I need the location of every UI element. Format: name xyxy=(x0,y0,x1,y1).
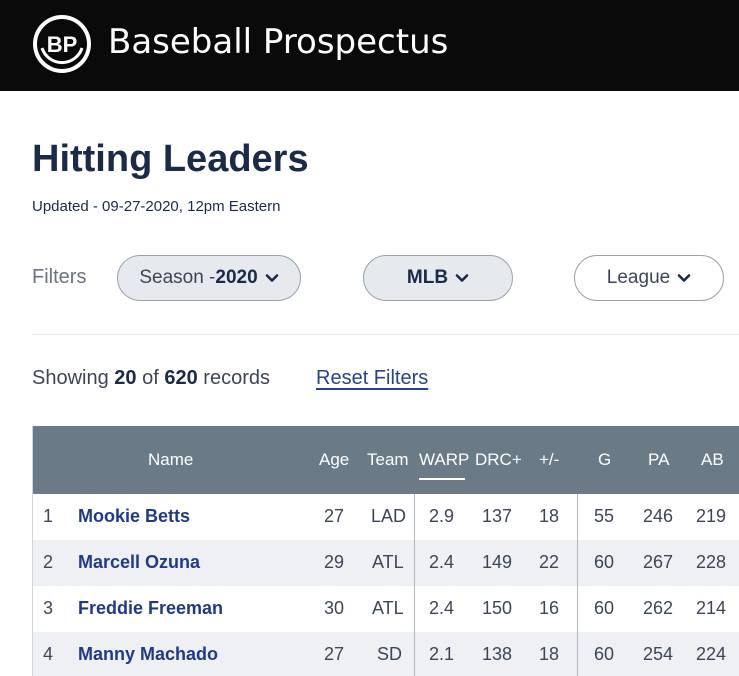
league-filter-label: League xyxy=(606,267,671,288)
games-cell: 55 xyxy=(594,506,615,526)
column-header-plate-appearances[interactable]: PA xyxy=(648,450,670,469)
warp-cell: 2.9 xyxy=(429,506,455,526)
table-row: 2 Marcell Ozuna 29 ATL 2.4 149 22 60 267… xyxy=(33,540,739,586)
column-header-warp[interactable]: WARP xyxy=(419,450,470,469)
column-header-team[interactable]: Team xyxy=(367,450,409,469)
rank-cell: 1 xyxy=(43,506,54,526)
chevron-down-icon xyxy=(265,274,278,282)
section-divider xyxy=(32,334,739,335)
plus-minus-cell: 16 xyxy=(539,598,560,618)
records-word: records xyxy=(203,367,270,389)
league-filter-dropdown[interactable]: League xyxy=(574,255,724,301)
at-bats-cell: 219 xyxy=(696,506,727,526)
team-cell: SD xyxy=(377,644,403,664)
chevron-down-icon xyxy=(455,274,469,282)
games-cell: 60 xyxy=(594,598,615,618)
season-filter-value: 2020 xyxy=(215,267,258,288)
age-cell: 29 xyxy=(324,552,345,572)
top-navigation-bar: BP Baseball Prospectus xyxy=(0,0,739,91)
plus-minus-cell: 18 xyxy=(539,644,560,664)
column-header-drc-plus[interactable]: DRC+ xyxy=(475,450,522,469)
season-filter-prefix: Season - xyxy=(139,267,216,288)
team-cell: ATL xyxy=(372,552,404,572)
at-bats-cell: 224 xyxy=(696,644,727,664)
level-filter-value: MLB xyxy=(406,267,449,288)
age-cell: 27 xyxy=(324,506,345,526)
rank-cell: 4 xyxy=(43,644,54,664)
bp-logo-icon[interactable]: BP xyxy=(32,14,92,74)
chevron-down-icon xyxy=(677,274,691,282)
reset-filters-link[interactable]: Reset Filters xyxy=(316,367,429,389)
level-filter-dropdown[interactable]: MLB xyxy=(363,255,513,301)
at-bats-cell: 228 xyxy=(696,552,727,572)
drc-plus-cell: 138 xyxy=(482,644,513,664)
column-header-plus-minus[interactable]: +/- xyxy=(539,450,560,469)
player-name-link[interactable]: Marcell Ozuna xyxy=(78,552,201,572)
table-header-row: Name Age Team WARP DRC+ +/- G PA AB xyxy=(33,426,739,494)
records-total-count: 620 xyxy=(164,367,198,389)
records-summary: Showing 20 of 620 records xyxy=(32,367,270,390)
sort-indicator xyxy=(419,478,465,480)
updated-timestamp: Updated - 09-27-2020, 12pm Eastern xyxy=(32,198,281,215)
player-name-link[interactable]: Freddie Freeman xyxy=(78,598,224,618)
filters-label: Filters xyxy=(32,266,87,288)
player-name-link[interactable]: Mookie Betts xyxy=(78,506,191,526)
column-header-age[interactable]: Age xyxy=(319,450,350,469)
page-title: Hitting Leaders xyxy=(32,138,309,180)
rank-cell: 3 xyxy=(43,598,54,618)
showing-word: Showing xyxy=(32,367,109,389)
records-shown-count: 20 xyxy=(114,367,137,389)
plate-appearances-cell: 262 xyxy=(643,598,674,618)
column-group-divider xyxy=(577,494,578,676)
plus-minus-cell: 18 xyxy=(539,506,560,526)
games-cell: 60 xyxy=(594,552,615,572)
column-group-divider xyxy=(414,494,415,676)
warp-cell: 2.4 xyxy=(429,552,455,572)
plus-minus-cell: 22 xyxy=(539,552,560,572)
player-name-link[interactable]: Manny Machado xyxy=(78,644,219,664)
team-cell: LAD xyxy=(371,506,407,526)
warp-cell: 2.4 xyxy=(429,598,455,618)
table-row: 4 Manny Machado 27 SD 2.1 138 18 60 254 … xyxy=(33,632,739,676)
table-row: 1 Mookie Betts 27 LAD 2.9 137 18 55 246 … xyxy=(33,494,739,540)
age-cell: 27 xyxy=(324,644,345,664)
plate-appearances-cell: 254 xyxy=(643,644,674,664)
drc-plus-cell: 137 xyxy=(482,506,513,526)
logo-text: BP xyxy=(47,32,78,57)
drc-plus-cell: 149 xyxy=(482,552,513,572)
rank-cell: 2 xyxy=(43,552,54,572)
column-header-name[interactable]: Name xyxy=(148,450,194,469)
plate-appearances-cell: 267 xyxy=(643,552,674,572)
warp-cell: 2.1 xyxy=(429,644,455,664)
plate-appearances-cell: 246 xyxy=(643,506,674,526)
season-filter-dropdown[interactable]: Season - 2020 xyxy=(117,255,301,301)
table-row: 3 Freddie Freeman 30 ATL 2.4 150 16 60 2… xyxy=(33,586,739,632)
brand-name[interactable]: Baseball Prospectus xyxy=(108,22,449,62)
drc-plus-cell: 150 xyxy=(482,598,513,618)
team-cell: ATL xyxy=(372,598,404,618)
hitting-leaders-table: Name Age Team WARP DRC+ +/- G PA AB 1 Mo… xyxy=(32,426,739,676)
at-bats-cell: 214 xyxy=(696,598,727,618)
age-cell: 30 xyxy=(324,598,345,618)
games-cell: 60 xyxy=(594,644,615,664)
of-word: of xyxy=(142,367,159,389)
column-header-games[interactable]: G xyxy=(598,450,612,469)
column-header-at-bats[interactable]: AB xyxy=(701,450,724,469)
